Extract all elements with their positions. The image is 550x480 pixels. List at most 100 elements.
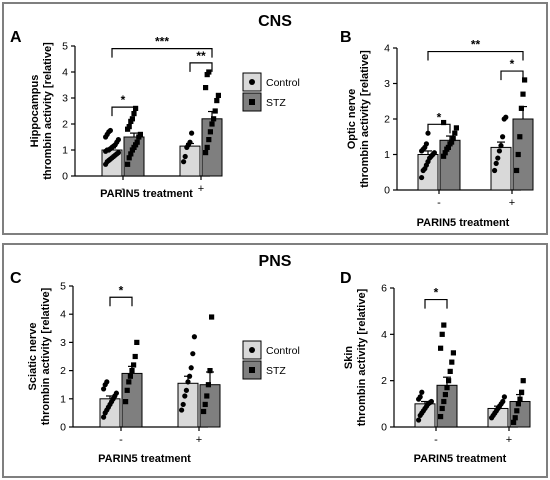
data-point: [202, 401, 208, 408]
data-point: [180, 401, 186, 408]
data-point: [519, 389, 525, 395]
data-point: [496, 148, 502, 154]
x-tick-label: +: [198, 183, 204, 195]
data-point: [182, 393, 188, 399]
legend-control-marker: [249, 79, 255, 85]
data-point: [428, 398, 434, 405]
data-point: [500, 398, 506, 405]
x-tick-label: -: [434, 434, 438, 446]
pns-section-frame: [2, 243, 548, 478]
significance-bracket: [427, 50, 524, 61]
y-axis-label: thrombin activity [relative]: [356, 288, 368, 426]
data-point: [201, 408, 207, 415]
y-axis-label: Skin: [343, 346, 355, 370]
data-point: [211, 116, 217, 122]
legend-stz-marker: [249, 367, 255, 373]
significance-bracket: [109, 296, 133, 307]
y-tick-label: 2: [384, 114, 390, 126]
x-tick-label: -: [437, 197, 441, 209]
data-point: [134, 339, 140, 345]
data-point: [417, 394, 423, 400]
significance-bracket: [424, 298, 448, 309]
data-point: [123, 399, 129, 405]
data-point: [442, 391, 448, 398]
data-point: [520, 91, 526, 97]
data-point: [441, 398, 447, 405]
y-axis-label: Hippocampus: [29, 75, 41, 148]
data-point: [134, 139, 140, 145]
data-point: [441, 322, 447, 328]
data-point: [416, 417, 422, 423]
data-point: [446, 378, 452, 384]
y-tick-label: 2: [60, 365, 66, 377]
x-tick-label: +: [509, 197, 515, 209]
data-point: [129, 116, 135, 122]
data-point: [439, 405, 445, 412]
significance-label: *: [510, 57, 515, 71]
data-point: [206, 137, 212, 143]
data-point: [126, 155, 132, 161]
data-point: [127, 373, 133, 379]
data-point: [207, 368, 213, 374]
significance-label: *: [119, 283, 124, 297]
chart-hippocampus: 0 1 2 3 4 5 Hippocampus thrombin activity [rela…: [29, 35, 223, 200]
chart-skin: 0 2 4 6 Skin thrombin activity [relative] PARI…: [343, 283, 531, 465]
data-point: [203, 150, 209, 156]
legend-cns: Control STZ: [242, 72, 300, 112]
data-point: [431, 150, 437, 156]
data-point: [441, 119, 447, 126]
data-point: [449, 359, 455, 365]
significance-label: **: [196, 49, 206, 63]
data-point: [124, 387, 130, 393]
data-point: [182, 153, 188, 160]
y-axis-label: thrombin activity [relative]: [359, 50, 371, 188]
x-tick-label: +: [506, 434, 512, 446]
data-point: [438, 345, 444, 351]
data-point: [501, 394, 507, 400]
legend-control-marker: [249, 347, 255, 353]
data-point: [452, 130, 458, 136]
y-axis-label: Sciatic nerve: [27, 323, 39, 391]
data-point: [104, 379, 110, 385]
data-point: [500, 134, 506, 140]
data-point: [439, 331, 445, 337]
data-point: [190, 351, 196, 357]
significance-bracket: [111, 48, 213, 58]
x-axis-label: PARIN5 treatment: [417, 217, 510, 229]
data-point: [215, 92, 221, 98]
y-axis-label: thrombin activity [relative]: [40, 287, 52, 425]
y-tick-label: 0: [62, 171, 68, 183]
data-point: [503, 114, 509, 120]
y-tick-label: 3: [62, 93, 68, 105]
data-point: [128, 118, 134, 124]
significance-label: *: [434, 286, 439, 300]
data-point: [453, 125, 459, 131]
chart-sciatic-nerve: 0 1 2 3 4 5 Sciatic nerve thrombin activity [re…: [27, 281, 221, 465]
significance-label: *: [437, 110, 442, 124]
data-point: [445, 144, 451, 150]
y-tick-label: 4: [62, 67, 68, 79]
data-point: [126, 379, 132, 385]
panel-letter-c: C: [10, 270, 22, 287]
data-point: [183, 387, 189, 393]
legend-control-label: Control: [266, 77, 300, 89]
data-point: [444, 385, 450, 391]
data-point: [206, 69, 212, 75]
data-point: [449, 139, 455, 145]
y-tick-label: 1: [62, 145, 68, 157]
data-point: [209, 314, 215, 320]
data-point: [191, 334, 197, 340]
data-point: [442, 150, 448, 156]
data-point: [189, 130, 195, 136]
data-point: [419, 174, 425, 181]
data-point: [493, 160, 499, 166]
data-point: [132, 353, 138, 360]
data-point: [214, 98, 220, 104]
data-point: [514, 167, 520, 174]
data-point: [131, 362, 137, 368]
x-tick-label: -: [121, 183, 125, 195]
data-point: [204, 144, 210, 150]
data-point: [419, 389, 425, 395]
data-point: [515, 151, 521, 158]
